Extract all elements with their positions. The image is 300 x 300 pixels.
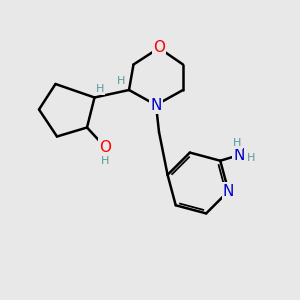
Text: O: O [99,140,111,154]
Text: H: H [117,76,126,86]
Text: O: O [153,40,165,56]
Text: N: N [223,184,234,199]
Text: H: H [96,84,104,94]
Text: H: H [248,152,256,163]
Text: N: N [233,148,244,163]
Text: N: N [150,98,162,112]
Text: H: H [233,138,242,148]
Text: H: H [101,155,109,166]
